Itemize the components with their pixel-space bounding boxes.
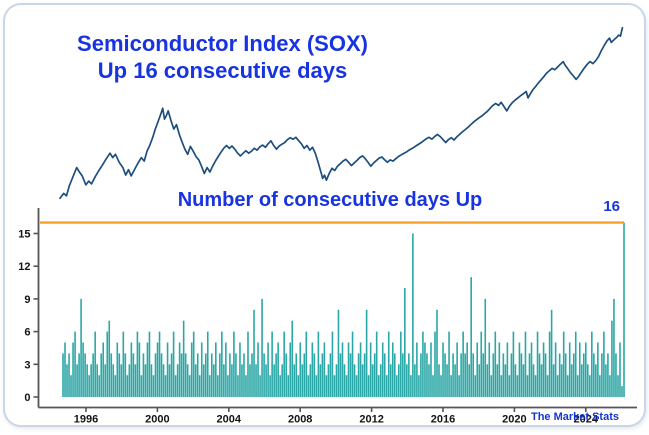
chart-title: Semiconductor Index (SOX) Up 16 consecut… — [35, 31, 410, 85]
streak-16-label: 16 — [603, 198, 620, 215]
streak-bars — [62, 222, 625, 397]
svg-text:2008: 2008 — [288, 414, 312, 426]
svg-text:9: 9 — [24, 294, 30, 306]
y-axis-ticks: 0 3 6 9 12 15 — [18, 229, 39, 404]
svg-text:0: 0 — [24, 392, 30, 404]
svg-text:2004: 2004 — [217, 414, 242, 426]
svg-text:2000: 2000 — [145, 414, 169, 426]
axes — [37, 208, 637, 409]
chart-card: Semiconductor Index (SOX) Up 16 consecut… — [3, 3, 646, 427]
svg-text:15: 15 — [18, 229, 30, 241]
svg-text:2012: 2012 — [359, 414, 383, 426]
watermark: The Market Stats — [530, 411, 619, 423]
svg-text:2016: 2016 — [431, 414, 455, 426]
svg-text:1996: 1996 — [74, 414, 98, 426]
svg-text:12: 12 — [18, 261, 30, 273]
svg-text:3: 3 — [24, 359, 30, 371]
svg-text:6: 6 — [24, 327, 30, 339]
title-line2: Up 16 consecutive days — [97, 57, 348, 83]
title-line1: Semiconductor Index (SOX) — [77, 31, 368, 56]
bar-chart-title: Number of consecutive days Up — [177, 189, 483, 211]
